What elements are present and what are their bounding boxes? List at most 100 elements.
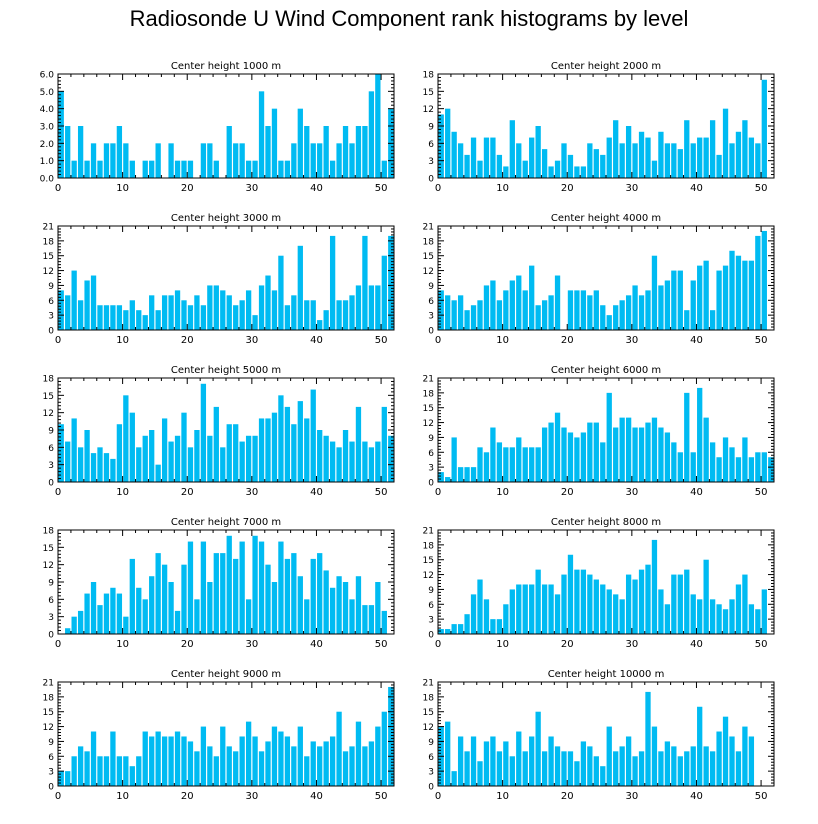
histogram-bar (638, 751, 645, 786)
histogram-bar (252, 160, 258, 178)
histogram-bar (554, 594, 561, 634)
histogram-bar (207, 582, 213, 634)
histogram-bar (561, 427, 567, 482)
histogram-bar (207, 435, 213, 482)
histogram-bar (580, 166, 587, 178)
histogram-bar (200, 383, 207, 482)
histogram-bar (522, 584, 528, 634)
x-tick-label: 10 (116, 487, 129, 498)
histogram-bar (677, 149, 683, 178)
y-tick-label: 3 (428, 768, 434, 778)
histogram-bar (161, 564, 168, 634)
histogram-bar (200, 726, 207, 786)
x-tick-label: 30 (625, 791, 638, 802)
y-tick-label: 15 (423, 88, 434, 98)
histogram-bar (252, 315, 258, 330)
histogram-bar (336, 576, 342, 634)
histogram-bar (90, 453, 97, 482)
histogram-bar (548, 166, 554, 178)
histogram-bar (65, 295, 71, 330)
histogram-bar (71, 270, 77, 330)
histogram-bar (445, 721, 451, 786)
histogram-bar (561, 751, 567, 786)
histogram-bar (142, 731, 148, 786)
x-tick-label: 20 (561, 335, 574, 346)
histogram-bar (632, 143, 638, 178)
histogram-bar (187, 447, 194, 482)
y-tick-label: 3 (428, 464, 434, 474)
histogram-bar (567, 290, 574, 330)
histogram-bar (375, 582, 381, 634)
histogram-bar (522, 160, 528, 178)
histogram-bar (58, 771, 64, 786)
histogram-bar (278, 255, 284, 330)
histogram-bar (252, 435, 258, 482)
histogram-bar (554, 160, 561, 178)
histogram-bar (587, 746, 593, 786)
y-tick-label: 0 (428, 631, 434, 641)
panel-7: Center height 7000 m 0 10 20 30 40 50 0 3 6 9 12 15 1… (43, 517, 395, 650)
histogram-bar (65, 628, 71, 634)
histogram-bar (187, 305, 194, 330)
histogram-bar (226, 424, 232, 482)
x-tick-label: 20 (181, 639, 194, 650)
histogram-bar (761, 452, 767, 482)
histogram-bar (677, 270, 683, 330)
histogram-bar (671, 574, 677, 634)
histogram-bar (245, 721, 252, 786)
histogram-bar (457, 624, 464, 634)
histogram-bar (220, 553, 226, 634)
histogram-bar (84, 160, 90, 178)
panel-title: Center height 10000 m (548, 669, 665, 680)
histogram-bar (632, 579, 638, 634)
y-tick-label: 15 (423, 708, 434, 718)
x-tick-label: 40 (690, 183, 703, 194)
histogram-bar (554, 275, 561, 330)
histogram-bar (600, 442, 606, 482)
y-tick-label: 3 (428, 312, 434, 322)
histogram-bar (77, 746, 84, 786)
histogram-bar (761, 589, 767, 634)
histogram-bar (375, 726, 381, 786)
histogram-bar (548, 736, 554, 786)
histogram-bar (349, 441, 355, 482)
histogram-bar (342, 430, 349, 482)
histogram-bar (470, 594, 477, 634)
y-tick-label: 9 (48, 738, 54, 748)
histogram-bar (136, 756, 142, 786)
histogram-bar (297, 401, 303, 482)
panel-title: Center height 8000 m (551, 517, 661, 528)
histogram-bar (593, 756, 599, 786)
histogram-bar (703, 746, 709, 786)
histogram-bar (245, 160, 252, 178)
histogram-bar (381, 255, 387, 330)
histogram-bar (271, 412, 278, 482)
histogram-bar (278, 395, 284, 482)
histogram-bar (174, 731, 181, 786)
histogram-bar (142, 435, 148, 482)
histogram-bar (310, 143, 316, 178)
x-tick-label: 50 (755, 183, 768, 194)
histogram-bar (735, 457, 742, 482)
histogram-bar (464, 154, 470, 178)
histogram-bar (548, 295, 554, 330)
histogram-bar (284, 736, 291, 786)
histogram-bar (600, 766, 606, 786)
histogram-bar (329, 235, 336, 330)
panel-title: Center height 1000 m (171, 61, 281, 72)
histogram-bar (355, 126, 362, 178)
histogram-bar (168, 582, 174, 634)
histogram-bar (496, 154, 503, 178)
x-tick-label: 40 (310, 791, 323, 802)
histogram-bar (233, 143, 239, 178)
x-tick-label: 50 (375, 791, 388, 802)
histogram-bar (265, 275, 271, 330)
y-tick-label: 6 (48, 297, 54, 307)
y-tick-label: 6 (48, 444, 54, 454)
y-tick-label: 6 (428, 449, 434, 459)
y-tick-label: 12 (43, 561, 54, 571)
histogram-bar (457, 295, 464, 330)
y-tick-label: 12 (43, 409, 54, 419)
y-tick-label: 21 (423, 527, 434, 537)
histogram-bar (625, 126, 632, 178)
